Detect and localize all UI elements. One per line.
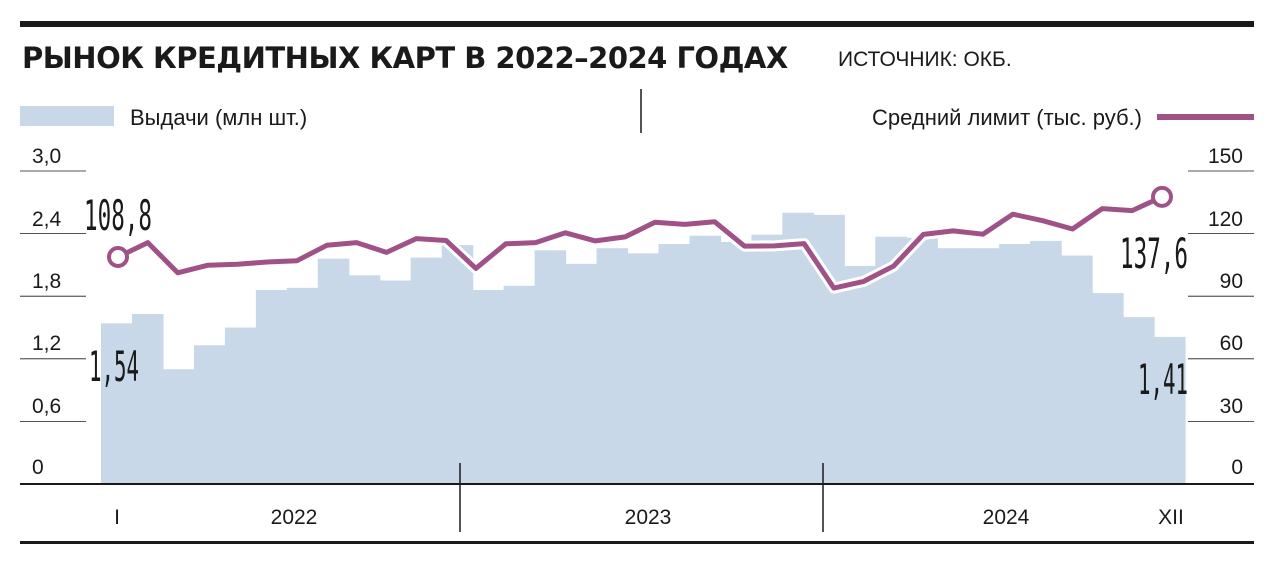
- bar: [1092, 293, 1124, 484]
- source-note: ИСТОЧНИК: ОКБ.: [838, 48, 1012, 71]
- x-label-first-month: I: [114, 506, 120, 529]
- legend-line-label: Средний лимит (тыс. руб.): [872, 105, 1142, 130]
- bar: [472, 289, 505, 484]
- bar: [534, 250, 567, 484]
- legend-bar-swatch: [20, 106, 114, 126]
- chart-title: РЫНОК КРЕДИТНЫХ КАРТ В 2022–2024 ГОДАХ: [22, 41, 788, 75]
- bar: [1030, 240, 1062, 484]
- left-tick-label: 1,8: [32, 270, 61, 293]
- top-rule: [20, 21, 1254, 27]
- bar: [255, 289, 288, 484]
- bar: [565, 263, 598, 484]
- bar-end-value: 1,41: [1138, 355, 1188, 404]
- line-start-value: 108,8: [84, 191, 152, 240]
- bar: [596, 248, 629, 484]
- right-tick-label: 0: [1231, 456, 1243, 479]
- legend-bars-label: Выдачи (млн шт.): [130, 105, 307, 130]
- right-axis: 150 120 90 60 30 0: [1208, 145, 1243, 479]
- bar: [720, 241, 752, 484]
- right-tick-label: 90: [1220, 270, 1243, 293]
- gridlines: [20, 170, 1254, 422]
- bar: [317, 258, 350, 484]
- bar: [503, 285, 536, 484]
- line-start-marker: [107, 245, 129, 268]
- bar: [162, 369, 195, 484]
- right-tick-label: 150: [1208, 145, 1243, 168]
- bar: [658, 244, 691, 484]
- bar: [286, 287, 319, 484]
- x-label-year: 2023: [625, 506, 672, 529]
- bar: [844, 265, 876, 484]
- bar: [193, 345, 226, 484]
- bar: [348, 275, 381, 484]
- bar: [968, 248, 1000, 484]
- bar: [379, 280, 412, 484]
- bar: [937, 248, 969, 484]
- right-tick-label: 60: [1220, 332, 1243, 355]
- bar-start-value: 1,54: [89, 342, 139, 391]
- bottom-rule: [20, 541, 1254, 544]
- right-tick-label: 30: [1220, 395, 1243, 418]
- bar: [1154, 336, 1186, 484]
- left-tick-label: 0,6: [32, 395, 61, 418]
- left-tick-label: 2,4: [32, 208, 62, 231]
- bar: [1061, 255, 1093, 484]
- left-axis: 3,0 2,4 1,8 1,2 0,6 0: [32, 145, 62, 479]
- bar: [627, 253, 660, 484]
- line-end-marker: [1151, 185, 1173, 208]
- bar: [999, 244, 1031, 484]
- left-tick-label: 1,2: [32, 332, 61, 355]
- x-label-last-month: XII: [1158, 506, 1184, 529]
- bar: [751, 234, 783, 484]
- bar: [131, 313, 164, 484]
- bar: [441, 245, 474, 484]
- left-tick-label: 3,0: [32, 145, 61, 168]
- line-end-value: 137,6: [1120, 229, 1188, 278]
- bar: [1123, 317, 1155, 484]
- bar: [410, 257, 443, 484]
- bar: [906, 237, 938, 484]
- right-tick-label: 120: [1208, 208, 1243, 231]
- left-tick-label: 0: [32, 456, 44, 479]
- line-series: [116, 194, 1164, 291]
- x-label-year: 2024: [983, 506, 1030, 529]
- x-label-year: 2022: [271, 506, 318, 529]
- bars-series: [101, 212, 1186, 485]
- bar: [689, 235, 722, 484]
- bar: [224, 327, 257, 484]
- bar: [101, 323, 133, 484]
